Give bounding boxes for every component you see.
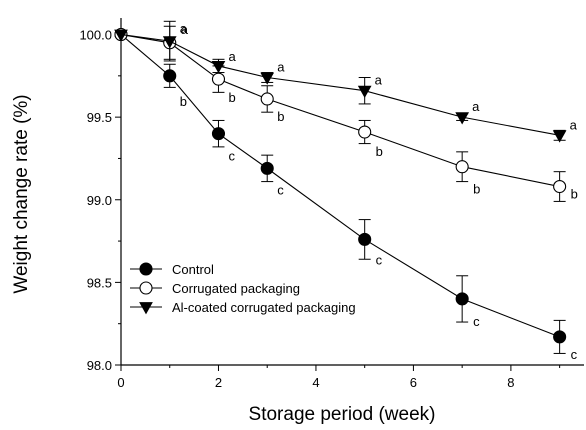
data-point [162, 36, 177, 49]
data-point [357, 85, 372, 99]
data-point [211, 127, 226, 141]
series-line [120, 33, 560, 136]
legend-label: Al-coated corrugated packaging [172, 300, 356, 315]
data-point [211, 72, 226, 86]
x-tick-label: 0 [117, 375, 124, 390]
significance-label: a [570, 117, 578, 132]
y-axis-title: Weight change rate (%) [11, 94, 32, 293]
data-point [552, 130, 567, 143]
significance-label: a [277, 59, 285, 74]
y-tick-label: 98.5 [87, 275, 112, 290]
x-axis-title: Storage period (week) [249, 404, 436, 425]
data-point [455, 112, 470, 125]
significance-label: b [228, 90, 235, 105]
y-tick-label: 99.5 [87, 110, 112, 125]
significance-label: c [277, 182, 284, 197]
significance-label: a [181, 22, 189, 37]
significance-label: b [473, 182, 480, 197]
x-tick-label: 4 [312, 375, 319, 390]
series-line [120, 33, 560, 188]
significance-label: b [277, 109, 284, 124]
x-tick-label: 8 [507, 375, 514, 390]
significance-label: a [228, 49, 236, 64]
legend-marker [139, 262, 153, 276]
legend-label: Control [172, 262, 214, 277]
data-point [260, 92, 274, 106]
significance-label: c [376, 252, 383, 267]
x-tick-label: 2 [215, 375, 222, 390]
significance-label: a [472, 99, 480, 114]
significance-label: b [376, 144, 383, 159]
data-point [455, 292, 469, 306]
legend-marker [139, 302, 153, 315]
significance-label: b [180, 94, 187, 109]
legend-marker [139, 281, 153, 295]
data-point [455, 160, 469, 174]
y-tick-label: 100.0 [79, 28, 112, 43]
significance-label: a [180, 21, 188, 36]
y-tick-label: 98.0 [87, 358, 112, 373]
y-tick-label: 99.0 [87, 193, 112, 208]
data-point [553, 179, 567, 194]
data-point [114, 29, 128, 42]
plot-area: 0 2 4 6 8 98.0 98.5 99.0 99.5 100.0 b c c c c c a b b b b b a a… [79, 18, 584, 390]
data-point [211, 61, 226, 74]
significance-label: b [571, 187, 578, 202]
significance-label: c [571, 347, 578, 362]
data-point [358, 232, 372, 246]
significance-label: c [228, 149, 235, 164]
significance-label: a [375, 73, 383, 88]
significance-label: c [473, 314, 480, 329]
data-point [553, 330, 567, 344]
legend-label: Corrugated packaging [172, 281, 300, 296]
data-point [358, 125, 372, 139]
data-point [260, 161, 274, 175]
data-point [260, 72, 275, 85]
data-point [163, 69, 177, 83]
x-tick-label: 6 [410, 375, 417, 390]
